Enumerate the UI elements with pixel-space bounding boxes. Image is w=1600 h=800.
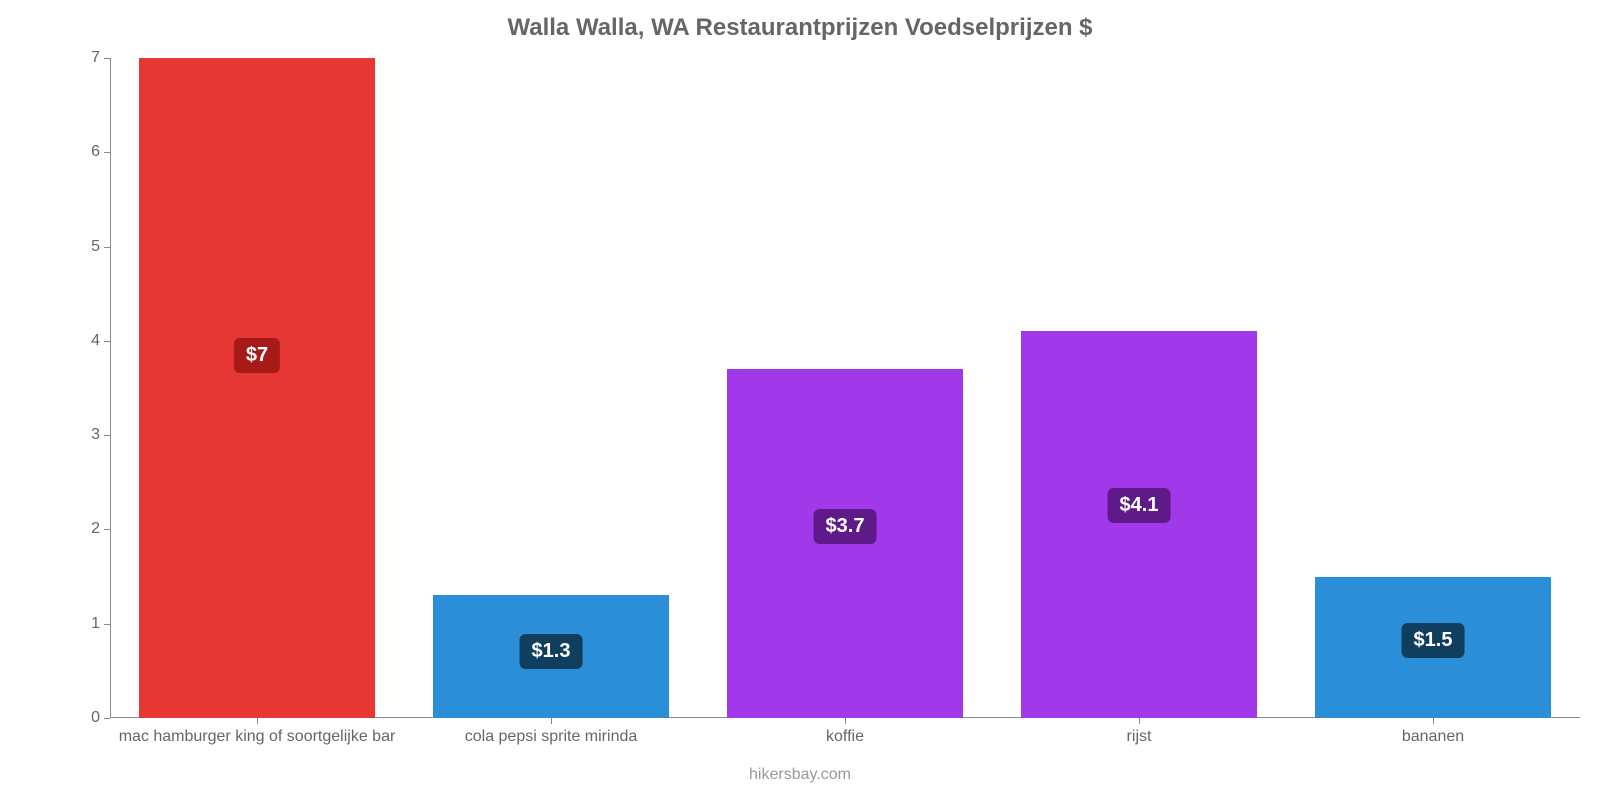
bar-value-label: $4.1: [1108, 488, 1171, 523]
plot-area: $7$1.3$3.7$4.1$1.5 01234567 mac hamburge…: [110, 58, 1580, 718]
chart-title: Walla Walla, WA Restaurantprijzen Voedse…: [0, 14, 1600, 42]
y-tick-mark: [104, 341, 110, 342]
x-tick-label: bananen: [1402, 718, 1464, 746]
bar-slot: $1.3: [404, 58, 698, 718]
bar-value-label: $7: [234, 338, 280, 373]
bar-slot: $4.1: [992, 58, 1286, 718]
y-tick-mark: [104, 58, 110, 59]
y-tick-mark: [104, 152, 110, 153]
y-tick-mark: [104, 435, 110, 436]
bar-slot: $3.7: [698, 58, 992, 718]
x-tick-label: cola pepsi sprite mirinda: [465, 718, 638, 746]
bar-slot: $7: [110, 58, 404, 718]
bar: $1.3: [433, 595, 668, 718]
x-tick-label: rijst: [1127, 718, 1152, 746]
bar-slot: $1.5: [1286, 58, 1580, 718]
bar: $1.5: [1315, 577, 1550, 718]
bar: $4.1: [1021, 331, 1256, 718]
bar-value-label: $1.5: [1402, 623, 1465, 658]
y-tick-mark: [104, 247, 110, 248]
chart-container: Walla Walla, WA Restaurantprijzen Voedse…: [0, 0, 1600, 800]
attribution-text: hikersbay.com: [0, 766, 1600, 784]
bar-value-label: $3.7: [814, 509, 877, 544]
x-tick-label: koffie: [826, 718, 864, 746]
bar-value-label: $1.3: [520, 634, 583, 669]
bar: $3.7: [727, 369, 962, 718]
x-tick-label: mac hamburger king of soortgelijke bar: [119, 718, 396, 746]
bar: $7: [139, 58, 374, 718]
y-tick-mark: [104, 718, 110, 719]
y-tick-mark: [104, 624, 110, 625]
y-tick-mark: [104, 529, 110, 530]
bars-group: $7 $1.3 $3.7 $4.1 $1.5: [110, 58, 1580, 718]
